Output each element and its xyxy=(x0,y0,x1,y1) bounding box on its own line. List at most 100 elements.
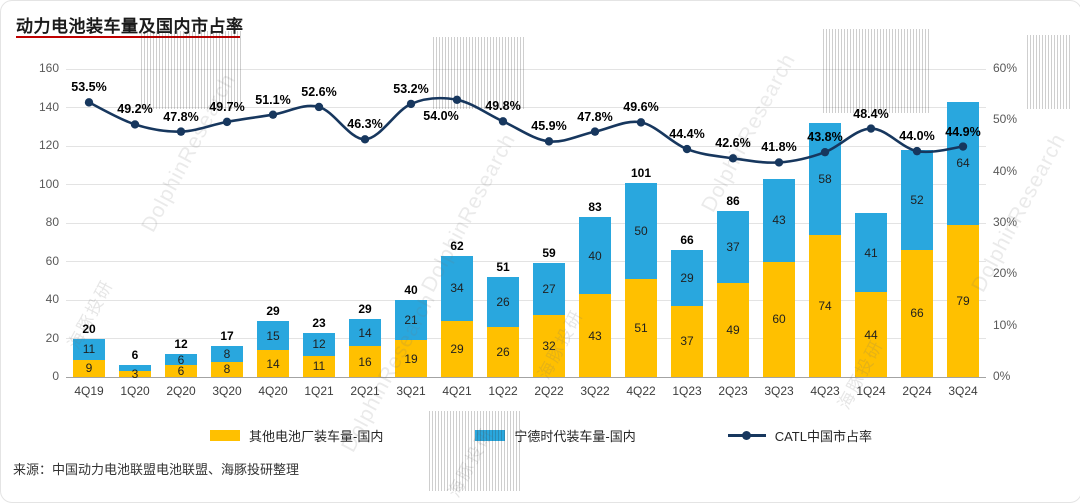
share-percent-label: 49.8% xyxy=(485,99,521,114)
bar-segment-catl xyxy=(349,319,381,347)
bar-total-label: 17 xyxy=(220,329,234,344)
bar-total-label: 29 xyxy=(358,302,372,317)
bar-segment-catl xyxy=(119,365,151,372)
legend-swatch-line xyxy=(727,429,766,442)
y-axis-tick-right: 20% xyxy=(993,266,1018,281)
bar-value-other: 14 xyxy=(266,356,280,371)
bar-total-label: 59 xyxy=(542,246,556,261)
market-share-line xyxy=(84,95,968,167)
share-percent-label: 46.3% xyxy=(347,117,383,132)
share-percent-label: 49.6% xyxy=(623,100,659,115)
x-axis-label: 1Q21 xyxy=(304,384,334,398)
bar-value-catl: 21 xyxy=(404,313,418,328)
bar-segment-catl xyxy=(809,122,841,235)
y-axis-tick-left: 60 xyxy=(45,253,59,268)
bar-value-other: 44 xyxy=(864,327,878,342)
y-axis-tick-left: 140 xyxy=(38,99,59,114)
bar-value-other: 26 xyxy=(496,344,510,359)
bar-value-other: 6 xyxy=(177,364,185,379)
legend: 其他电池厂装车量-国内 宁德时代装车量-国内 CATL中国市占率 xyxy=(1,426,1080,445)
x-axis-label: 4Q23 xyxy=(810,384,840,398)
share-percent-label: 44.9% xyxy=(945,124,981,139)
y-axis-tick-left: 80 xyxy=(45,215,59,229)
bar-segment-other xyxy=(947,224,979,377)
page-title: 动力电池装车量及国内市占率 xyxy=(16,17,244,36)
legend-item-catl: 宁德时代装车量-国内 xyxy=(475,426,636,445)
watermark-barcode xyxy=(429,411,521,491)
bar-segment-catl xyxy=(579,217,611,295)
x-axis-label: 4Q19 xyxy=(74,384,104,398)
bar-value-catl: 29 xyxy=(680,270,694,285)
bar-segment-other xyxy=(671,305,703,377)
bar-segment-catl xyxy=(395,300,427,341)
line-marker xyxy=(452,95,462,104)
line-marker xyxy=(314,102,324,112)
share-percent-label: 51.1% xyxy=(255,92,291,107)
bar-value-other: 16 xyxy=(358,354,372,369)
gridline xyxy=(66,184,986,185)
bar-segment-other xyxy=(441,321,473,377)
bar-value-catl: 12 xyxy=(312,337,326,352)
line-marker xyxy=(130,120,140,129)
x-axis-line xyxy=(66,376,986,378)
bar-value-catl: 11 xyxy=(82,342,96,357)
bar-segment-catl xyxy=(717,211,749,283)
source-note: 来源：中国动力电池联盟电池联盟、海豚投研整理 xyxy=(13,462,300,477)
y-axis-tick-left: 120 xyxy=(38,138,59,152)
line-marker xyxy=(498,117,508,126)
line-marker xyxy=(958,142,968,151)
line-marker xyxy=(682,144,692,154)
bar-segment-other xyxy=(625,278,657,377)
bar-value-catl: 37 xyxy=(726,240,740,255)
bar-total-label: 6 xyxy=(131,348,139,363)
bar-total-label: 66 xyxy=(680,232,694,247)
share-percent-label: 44.4% xyxy=(669,127,705,142)
share-percent-label: 48.4% xyxy=(853,106,889,121)
x-axis-label: 2Q21 xyxy=(350,384,380,398)
share-percent-label: 47.8% xyxy=(163,109,199,124)
bar-value-other: 79 xyxy=(956,293,970,308)
bar-value-other: 60 xyxy=(772,312,786,327)
legend-swatch-catl xyxy=(475,430,506,441)
legend-item-share: CATL中国市占率 xyxy=(727,426,872,445)
title-underline xyxy=(16,36,240,38)
bar-value-catl: 6 xyxy=(177,352,185,367)
bar-value-other: 3 xyxy=(131,367,139,382)
bar-segment-other xyxy=(717,282,749,377)
bar-total-label: 62 xyxy=(450,238,464,253)
bar-value-catl: 40 xyxy=(588,248,602,263)
x-axis-label: 1Q22 xyxy=(488,384,518,398)
bar-value-catl: 52 xyxy=(910,192,924,207)
bar-segment-catl xyxy=(303,332,335,356)
legend-label-catl: 宁德时代装车量-国内 xyxy=(514,429,636,444)
share-percent-label: 42.6% xyxy=(715,136,751,151)
line-marker xyxy=(222,117,232,127)
y-axis-tick-left: 40 xyxy=(45,292,59,306)
bar-segment-other xyxy=(487,326,519,377)
gridline xyxy=(66,107,986,108)
bar-segment-other xyxy=(349,346,381,377)
legend-swatch-other xyxy=(210,430,241,441)
bar-segment-catl xyxy=(165,353,197,366)
bar-segment-other xyxy=(901,249,933,377)
line-marker xyxy=(912,146,922,156)
bar-total-label: 20 xyxy=(82,321,96,336)
share-percent-label: 54.0% xyxy=(423,108,459,123)
line-marker xyxy=(84,98,94,107)
bar-total-label: 40 xyxy=(404,283,418,297)
share-percent-label: 49.2% xyxy=(117,102,153,117)
bar-segment-other xyxy=(395,340,427,377)
bar-value-other: 37 xyxy=(680,334,694,349)
bar-segment-catl xyxy=(73,338,105,360)
line-marker xyxy=(544,137,554,146)
share-percent-label: 53.2% xyxy=(393,81,429,96)
bar-value-catl: 50 xyxy=(634,223,648,238)
line-marker xyxy=(268,110,278,119)
gridline xyxy=(66,261,986,262)
share-percent-label: 52.6% xyxy=(301,84,337,99)
legend-label-other: 其他电池厂装车量-国内 xyxy=(249,429,384,444)
bar-segment-catl xyxy=(533,263,565,316)
bar-segment-catl xyxy=(441,255,473,322)
y-axis-tick-right: 40% xyxy=(993,163,1018,178)
bar-total-label: 101 xyxy=(630,165,652,180)
